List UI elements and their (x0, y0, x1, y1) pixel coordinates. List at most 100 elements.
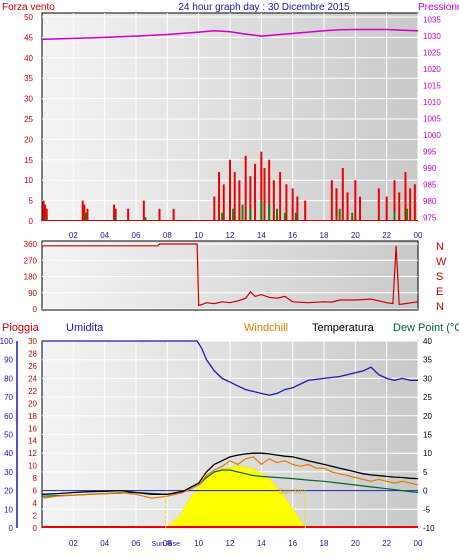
temperature-line (41, 452, 419, 495)
pressure-label: Pressione (418, 2, 459, 13)
temp-y-tick: 25 (423, 393, 432, 402)
pressure-y-tick: 1000 (423, 131, 441, 140)
rain-y-tick: 22 (28, 387, 37, 396)
pressure-y-tick: 980 (423, 197, 437, 206)
pressure-y-tick: 975 (423, 214, 437, 223)
temp-x-tick: 08 (163, 539, 172, 548)
pressure-line (41, 28, 419, 41)
windchill-line (41, 456, 419, 499)
temp-x-tick: 16 (288, 539, 297, 548)
wind-x-tick: 18 (320, 231, 329, 240)
rain-y-tick: 28 (28, 349, 37, 358)
pressure-y-tick: 1030 (423, 32, 441, 41)
solar-area (165, 465, 306, 529)
wind-x-tick: 12 (226, 231, 235, 240)
wind-y-tick: 40 (24, 54, 33, 63)
rain-y-tick: 6 (33, 487, 38, 496)
compass-label: S (436, 271, 443, 283)
rain-y-tick: 16 (28, 424, 37, 433)
wind-x-tick: 08 (163, 231, 172, 240)
wind-x-tick: 20 (351, 231, 360, 240)
temp-y-tick: 15 (423, 431, 432, 440)
direction-y-tick: 270 (24, 256, 38, 265)
humidity-y-tick: 90 (4, 356, 13, 365)
temp-x-tick: 10 (194, 539, 203, 548)
direction-y-tick: 180 (24, 273, 38, 282)
humidity-y-tick: 10 (4, 505, 13, 514)
humidity-y-tick: 40 (4, 449, 13, 458)
humidity-y-tick: 60 (4, 412, 13, 421)
rain-y-tick: 12 (28, 449, 37, 458)
rain-y-tick: 30 (28, 337, 37, 346)
pressure-y-tick: 1010 (423, 98, 441, 107)
sunrise-label: Sun Rise (152, 541, 181, 548)
temp-x-tick: 04 (100, 539, 109, 548)
wind-y-tick: 15 (24, 156, 33, 165)
sunset-label: Sun Set (279, 489, 304, 496)
wind-y-tick: 35 (24, 74, 33, 83)
wind-x-tick: 10 (194, 231, 203, 240)
wind-x-tick: 02 (69, 231, 78, 240)
pressure-y-tick: 985 (423, 181, 437, 190)
wind-x-tick: 22 (382, 231, 391, 240)
humidity-y-tick: 100 (0, 337, 14, 346)
wind-y-tick: 10 (24, 176, 33, 185)
wind-x-tick: 04 (100, 231, 109, 240)
direction-y-tick: 360 (24, 240, 38, 249)
temp-x-tick: 00 (414, 539, 423, 548)
temp-y-tick: -10 (423, 524, 435, 533)
humidity-y-tick: 20 (4, 487, 13, 496)
temp-y-tick: 5 (423, 468, 428, 477)
humidity-y-tick: 50 (4, 431, 13, 440)
pressure-y-tick: 1005 (423, 115, 441, 124)
temp-y-tick: -5 (423, 505, 431, 514)
compass-label: E (436, 286, 443, 298)
compass-label: N (436, 241, 444, 253)
panel-direction-plot (41, 240, 419, 311)
legend-windchill: Windchill (244, 322, 288, 334)
humidity-y-tick: 80 (4, 374, 13, 383)
wind-x-tick: 00 (414, 231, 423, 240)
temp-x-tick: 02 (69, 539, 78, 548)
temp-y-tick: 35 (423, 356, 432, 365)
humidity-y-tick: 70 (4, 393, 13, 402)
rain-y-tick: 8 (33, 474, 38, 483)
legend-umidita: Umidita (66, 322, 104, 334)
temp-y-tick: 40 (423, 337, 432, 346)
wind-y-tick: 25 (24, 115, 33, 124)
temp-y-tick: 20 (423, 412, 432, 421)
rain-y-tick: 2 (33, 512, 38, 521)
temp-x-tick: 22 (382, 539, 391, 548)
legend-dew-point: Dew Point (°C (393, 322, 459, 334)
rain-y-tick: 24 (28, 374, 37, 383)
pressure-y-tick: 995 (423, 148, 437, 157)
rain-y-tick: 26 (28, 362, 37, 371)
rain-y-tick: 14 (28, 437, 37, 446)
compass-label: W (436, 256, 447, 268)
wind-y-tick: 30 (24, 95, 33, 104)
rain-y-tick: 4 (33, 499, 38, 508)
wind-y-tick: 50 (24, 13, 33, 22)
wind-direction-line (42, 243, 419, 307)
rain-y-tick: 0 (33, 524, 38, 533)
humidity-y-tick: 30 (4, 468, 13, 477)
temp-x-tick: 06 (132, 539, 141, 548)
pressure-y-tick: 1025 (423, 49, 441, 58)
wind-y-tick: 45 (24, 33, 33, 42)
temp-x-tick: 12 (226, 539, 235, 548)
wind-x-tick: 16 (288, 231, 297, 240)
legend-temperatura: Temperatura (312, 322, 375, 334)
temp-y-tick: 10 (423, 449, 432, 458)
pressure-y-tick: 1035 (423, 16, 441, 25)
temp-x-tick: 14 (257, 539, 266, 548)
pressure-y-tick: 1015 (423, 82, 441, 91)
chart-title: 24 hour graph day : 30 Dicembre 2015 (178, 2, 350, 13)
pressure-y-tick: 1020 (423, 65, 441, 74)
wind-y-tick: 0 (29, 217, 34, 226)
rain-y-tick: 10 (28, 462, 37, 471)
direction-y-tick: 90 (28, 289, 37, 298)
wind-y-tick: 20 (24, 135, 33, 144)
temp-y-tick: 0 (423, 487, 428, 496)
